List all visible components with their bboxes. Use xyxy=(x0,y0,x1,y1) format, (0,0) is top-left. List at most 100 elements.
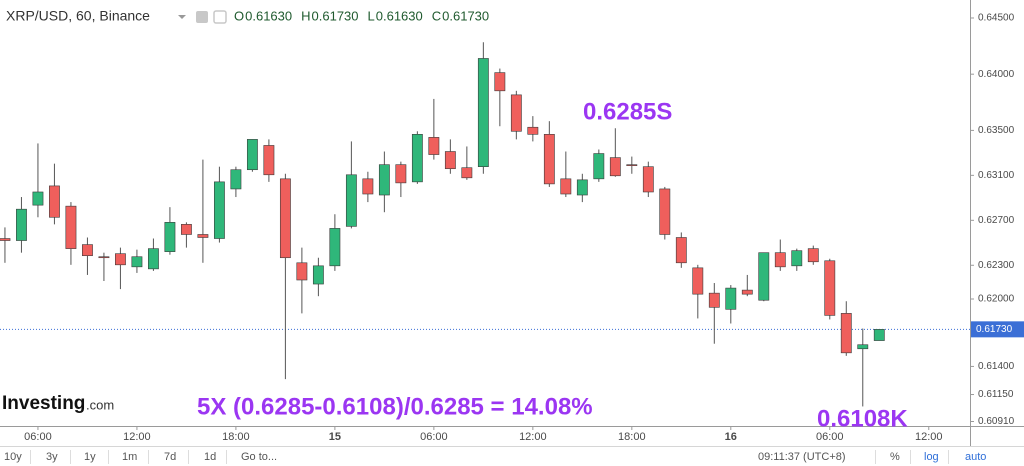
candle-body xyxy=(362,178,374,195)
candle-body xyxy=(115,253,126,266)
candle-body xyxy=(428,137,440,155)
candle-body xyxy=(461,167,473,179)
last-price-label: 0.61730 xyxy=(976,324,1013,335)
candle-body xyxy=(807,248,819,263)
range-button[interactable]: 3y xyxy=(46,451,58,463)
logo-suffix: .com xyxy=(86,397,114,412)
candle-body xyxy=(725,287,737,310)
candle-body xyxy=(824,260,836,316)
candle-body xyxy=(626,164,638,166)
candle-body xyxy=(32,191,44,206)
ohlc-key: L xyxy=(368,8,375,23)
candle-body xyxy=(774,252,786,268)
log-toggle[interactable]: log xyxy=(924,451,939,463)
candle-body xyxy=(98,256,110,259)
y-tick-label: 0.62700 xyxy=(978,215,1015,226)
y-tick-label: 0.64500 xyxy=(978,13,1015,24)
y-tick-label: 0.61400 xyxy=(978,361,1015,372)
candle-body xyxy=(576,179,588,196)
range-button[interactable]: 1m xyxy=(122,451,137,463)
candle-body xyxy=(16,208,27,241)
candle-body xyxy=(345,174,357,227)
candle-body xyxy=(197,234,209,238)
goto-button[interactable]: Go to... xyxy=(241,451,277,463)
last-price-tag xyxy=(971,321,1024,338)
y-tick-label: 0.63100 xyxy=(978,170,1015,181)
x-tick-label: 06:00 xyxy=(816,431,844,443)
candle-body xyxy=(148,248,159,270)
candle-body xyxy=(840,313,852,354)
candle-body xyxy=(642,166,654,193)
candle-body xyxy=(444,151,456,170)
candle-body xyxy=(312,265,324,285)
candle-body xyxy=(65,205,77,249)
candle-body xyxy=(411,134,423,183)
candle-body xyxy=(0,238,11,241)
candle-body xyxy=(263,145,275,176)
candle-body xyxy=(857,344,869,350)
candle-body xyxy=(213,181,225,239)
candle-body xyxy=(82,244,93,257)
x-tick-label: 06:00 xyxy=(24,431,52,443)
x-tick-label: 16 xyxy=(725,431,737,443)
clock: 09:11:37 (UTC+8) xyxy=(758,451,846,463)
annotations: 0.6285S 5X (0.6285-0.6108)/0.6285 = 14.0… xyxy=(197,98,908,432)
plot-area xyxy=(0,42,970,407)
candle-body xyxy=(246,139,258,171)
icon-settings[interactable] xyxy=(213,10,227,24)
annotation: 0.6108K xyxy=(817,405,908,432)
candle-body xyxy=(49,185,60,218)
candle-body xyxy=(395,164,407,184)
candle-body xyxy=(510,94,522,132)
candle-body xyxy=(329,228,341,267)
x-tick-label: 18:00 xyxy=(222,431,250,443)
x-tick-label: 12:00 xyxy=(123,431,151,443)
annotation: 0.6285S xyxy=(583,98,672,125)
candle-body xyxy=(692,267,704,295)
y-tick-label: 0.63500 xyxy=(978,125,1015,136)
range-button[interactable]: 1y xyxy=(84,451,96,463)
ohlc-legend: O 0.61630 H 0.61730 L 0.61630 C 0.61730 xyxy=(234,8,489,23)
icon-eye[interactable] xyxy=(196,11,208,23)
ohlc-value: 0.61630 xyxy=(245,8,292,23)
candle-body xyxy=(609,157,621,177)
x-tick-label: 12:00 xyxy=(519,431,547,443)
y-tick-label: 0.60910 xyxy=(978,416,1015,427)
candle-body xyxy=(180,224,192,235)
candle-body xyxy=(131,256,143,268)
candle-body xyxy=(164,222,176,252)
candle-body xyxy=(873,329,885,341)
percent-toggle[interactable]: % xyxy=(890,451,900,463)
logo-brand: Investing xyxy=(2,393,85,414)
ohlc-value: 0.61630 xyxy=(376,8,423,23)
candle-body xyxy=(543,134,555,185)
y-tick-label: 0.61150 xyxy=(978,389,1014,400)
x-tick-label: 15 xyxy=(329,431,341,443)
toolbar: 10y 3y 1y 1m 7d 1d Go to... 09:11:37 (UT… xyxy=(4,450,986,464)
candle-body xyxy=(494,72,506,92)
candle-body xyxy=(527,126,539,135)
ohlc-key: H xyxy=(301,8,310,23)
range-button[interactable]: 1d xyxy=(204,451,216,463)
x-tick-label: 06:00 xyxy=(420,431,448,443)
ohlc-key: C xyxy=(432,8,441,23)
candle-body xyxy=(593,153,605,180)
x-tick-label: 12:00 xyxy=(915,431,943,443)
candle-body xyxy=(230,169,242,190)
range-button[interactable]: 10y xyxy=(4,451,22,463)
candle-body xyxy=(279,178,291,259)
auto-toggle[interactable]: auto xyxy=(965,451,986,463)
symbol: XRP/USD, 60, Binance xyxy=(6,8,150,24)
annotation: 5X (0.6285-0.6108)/0.6285 = 14.08% xyxy=(197,393,593,420)
candle-body xyxy=(708,292,720,308)
y-tick-label: 0.62300 xyxy=(978,260,1015,271)
range-button[interactable]: 7d xyxy=(164,451,176,463)
ohlc-value: 0.61730 xyxy=(442,8,489,23)
x-tick-label: 18:00 xyxy=(618,431,646,443)
candle-body xyxy=(560,178,572,195)
candle-body xyxy=(378,164,390,196)
candle-body xyxy=(758,252,770,301)
y-tick-label: 0.64000 xyxy=(978,69,1015,80)
dropdown-arrow[interactable] xyxy=(178,15,186,19)
